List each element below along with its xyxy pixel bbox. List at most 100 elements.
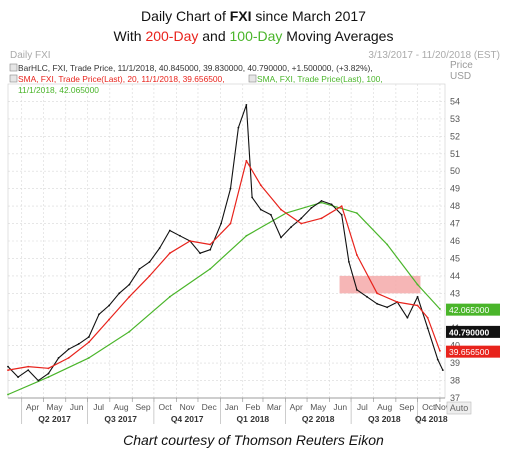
price-point — [77, 343, 80, 345]
y-tick-label: 48 — [450, 201, 460, 211]
x-quarter-label: Q3 2017 — [104, 414, 137, 424]
x-month-label: Nov — [180, 402, 196, 412]
sma100-point — [87, 356, 90, 359]
x-month-label: Aug — [377, 402, 392, 412]
sma20-point — [376, 292, 379, 295]
y-tick-label: 53 — [450, 114, 460, 124]
sma20-point — [209, 243, 212, 246]
sma20-point — [439, 350, 441, 352]
legend-toggle-icon[interactable] — [9, 63, 18, 72]
price-point — [37, 379, 40, 382]
y-tick-label: 50 — [450, 166, 460, 176]
sma100-point — [355, 212, 358, 214]
price-point — [158, 247, 161, 249]
chart-header-left: Daily FXI — [10, 50, 51, 61]
price-point — [87, 336, 90, 338]
sma20-point — [280, 208, 282, 211]
sma20-point — [426, 316, 429, 319]
sma20-point — [416, 304, 419, 307]
price-last-badge — [446, 325, 500, 338]
x-quarter-label: Q1 2018 — [237, 414, 270, 424]
x-month-label: Sep — [399, 402, 414, 412]
sma20-point — [47, 367, 50, 370]
price-chart[interactable]: 373839404142434445464748495051525354AprM… — [0, 46, 507, 428]
sma100-point — [245, 234, 248, 237]
sma20-point — [320, 217, 323, 220]
x-month-label: Jun — [70, 402, 84, 412]
price-point — [179, 234, 181, 237]
sma20-point — [259, 184, 262, 187]
chart-subtitle: With 200-Day and 100-Day Moving Averages — [113, 28, 394, 44]
x-month-label: May — [310, 402, 327, 412]
sma100-point — [209, 268, 212, 270]
sma20-point — [300, 222, 303, 225]
y-tick-label: 47 — [450, 219, 460, 229]
x-month-label: Jun — [333, 402, 347, 412]
y-tick-label: 54 — [450, 96, 460, 106]
price-point — [386, 306, 389, 309]
legend-sma100-value: 11/1/2018, 42.065000 — [18, 85, 99, 95]
chart-header-right: 3/13/2017 - 11/20/2018 (EST) — [368, 50, 500, 61]
chart-title: Daily Chart of FXI since March 2017 — [141, 8, 366, 24]
price-point — [251, 196, 254, 199]
sma20-line — [7, 160, 441, 371]
sma20-point — [355, 254, 358, 256]
x-month-label: Apr — [26, 402, 39, 412]
y-tick-label: 51 — [450, 149, 460, 159]
price-point — [47, 372, 50, 375]
sma100-point — [128, 330, 131, 333]
x-month-label: Sep — [136, 402, 151, 412]
price-point — [245, 104, 248, 106]
price-point — [366, 295, 368, 298]
x-month-label: May — [47, 402, 64, 412]
y-tick-label: 39 — [450, 358, 460, 368]
price-point — [148, 261, 151, 263]
price-point — [300, 217, 303, 220]
price-point — [280, 236, 282, 239]
sma200-label: 200-Day — [145, 28, 199, 44]
legend-toggle-icon[interactable] — [248, 74, 257, 83]
legend-toggle-icon[interactable] — [9, 74, 18, 83]
sma20-point — [229, 222, 232, 225]
sma100-point — [168, 295, 171, 298]
x-month-label: Mar — [267, 402, 282, 412]
sma100-point — [439, 308, 441, 310]
price-point — [98, 313, 100, 316]
x-month-label: Nov — [435, 402, 451, 412]
price-point — [57, 356, 60, 359]
y-tick-label: 37 — [450, 393, 460, 403]
y-tick-label: 49 — [450, 184, 460, 194]
sma20-point — [396, 301, 399, 303]
x-quarter-label: Q4 2018 — [415, 414, 448, 424]
price-point — [376, 302, 379, 305]
price-point — [320, 199, 323, 202]
price-point — [7, 365, 9, 368]
price-point — [355, 288, 358, 291]
y-tick-label: 38 — [450, 376, 460, 386]
sma20-point — [189, 240, 191, 242]
price-point — [290, 226, 293, 228]
x-month-label: Jul — [93, 402, 104, 412]
legend-sma20: SMA, FXI, Trade Price(Last), 20, 11/1/20… — [18, 74, 225, 84]
sma100-last-badge — [446, 303, 500, 316]
auto-label: Auto — [450, 403, 469, 413]
x-quarter-label: Q3 2018 — [368, 414, 401, 424]
price-line — [7, 104, 444, 382]
sma20-point — [108, 318, 111, 321]
sma20-point — [7, 369, 9, 371]
x-quarter-label: Q2 2017 — [38, 414, 71, 424]
y-tick-label: 45 — [450, 253, 460, 263]
price-point — [340, 213, 343, 216]
x-month-label: Oct — [158, 402, 172, 412]
chart-credit: Chart courtesy of Thomson Reuters Eikon — [123, 432, 384, 448]
x-month-label: Apr — [290, 402, 303, 412]
price-point — [108, 304, 111, 307]
price-point — [209, 248, 212, 251]
x-month-label: Jul — [357, 402, 368, 412]
auto-scale-button[interactable]: Auto — [446, 401, 472, 415]
price-point — [118, 292, 121, 295]
price-point — [270, 213, 272, 216]
legend-sma100: SMA, FXI, Trade Price(Last), 100, — [257, 74, 383, 84]
price-point — [348, 261, 350, 263]
price-point — [310, 206, 313, 209]
